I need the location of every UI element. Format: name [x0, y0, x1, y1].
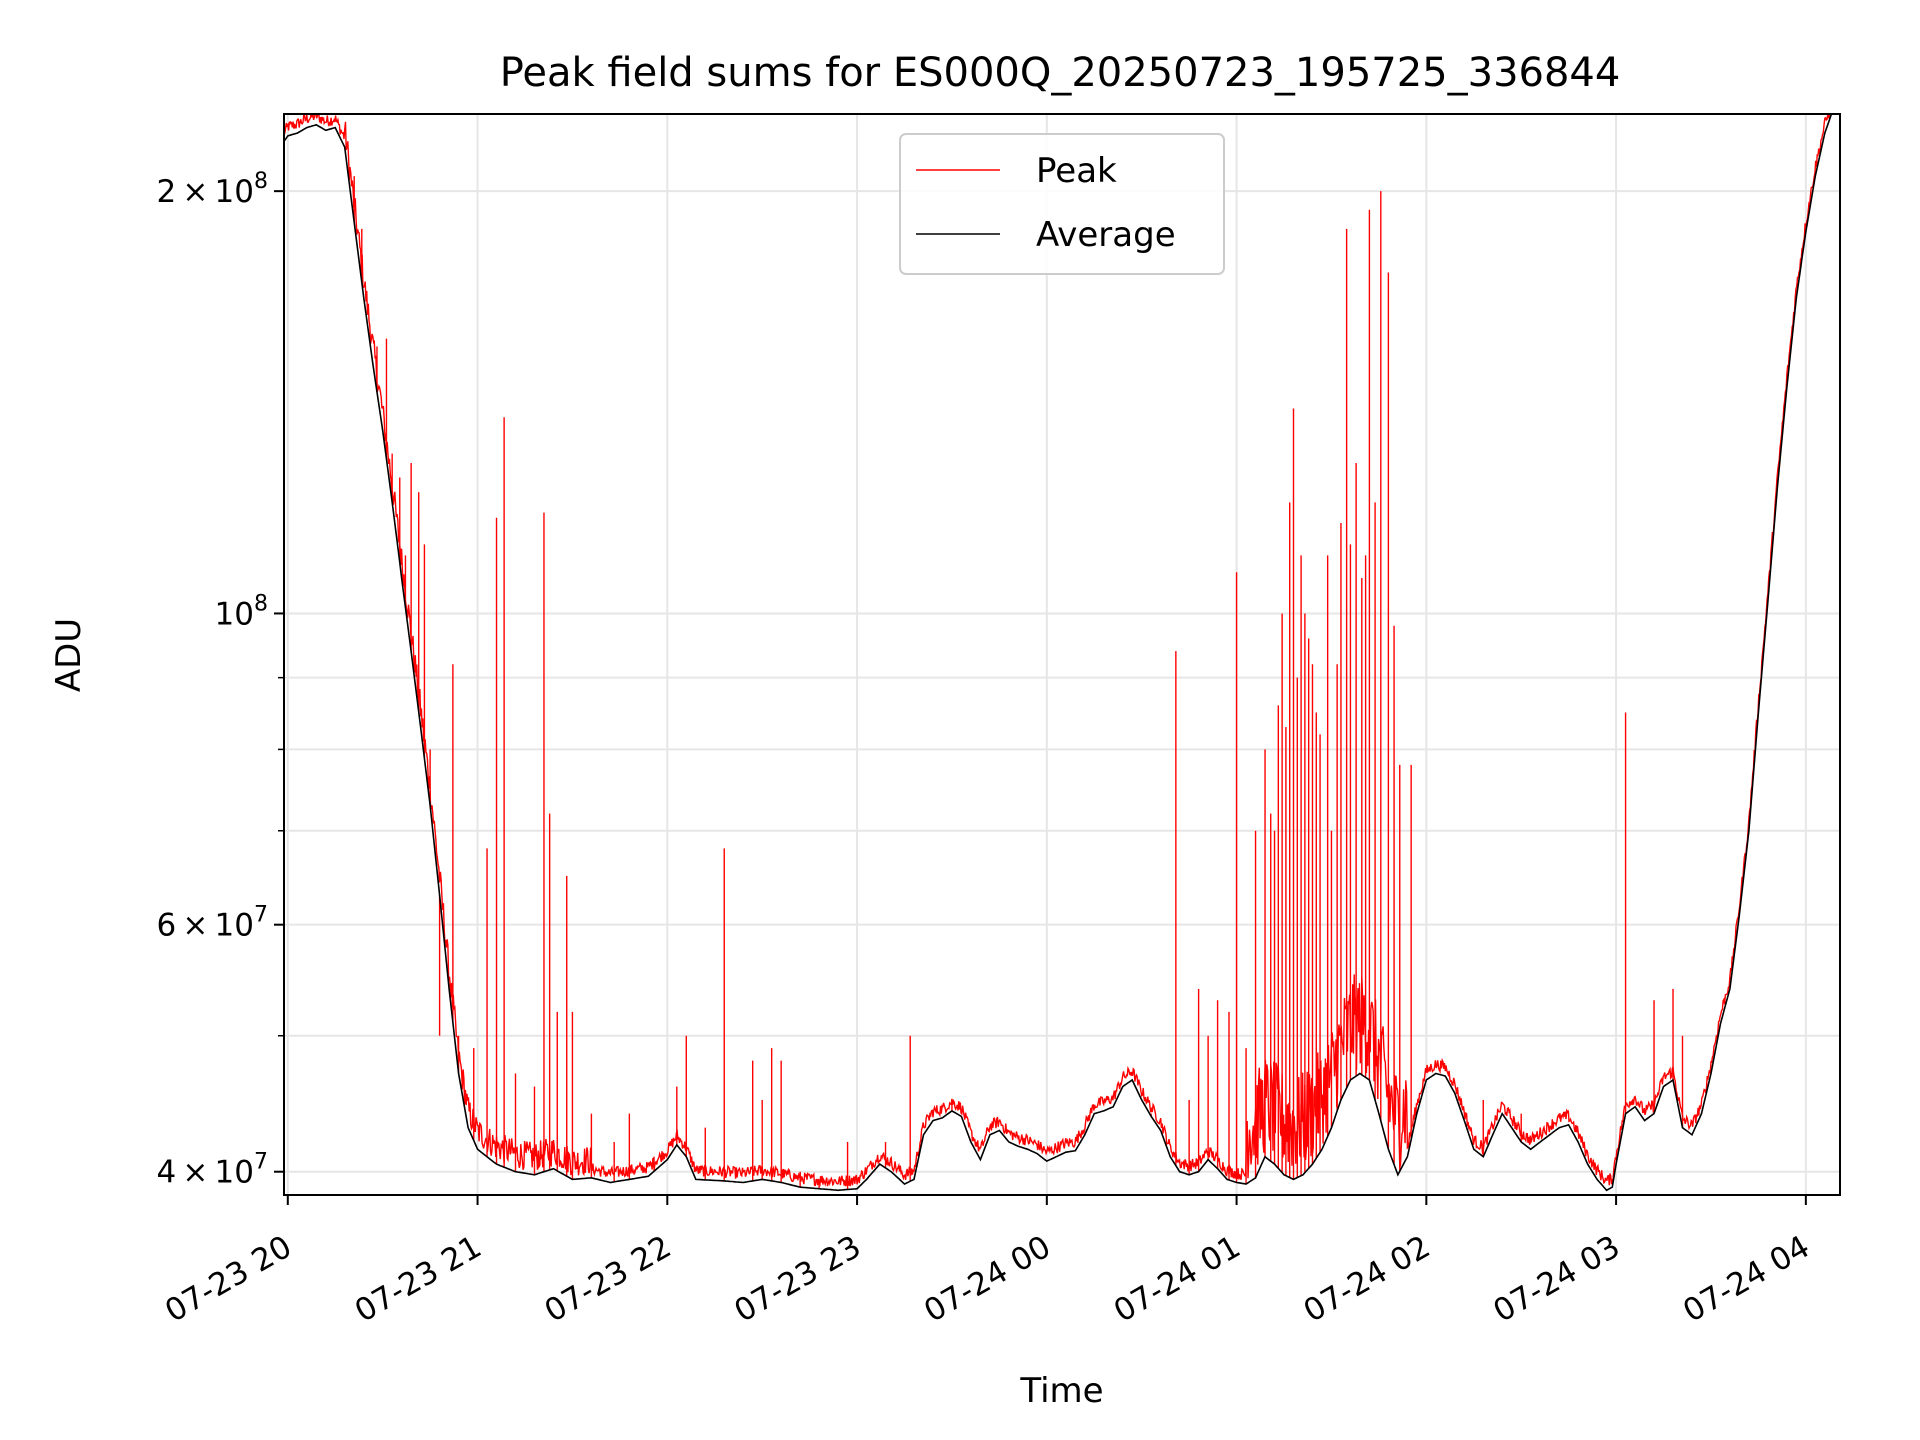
- y-tick-label: 4 × 107: [156, 1150, 268, 1191]
- y-tick-label: 6 × 107: [156, 903, 268, 944]
- grid: [284, 114, 1840, 1195]
- chart-title: Peak field sums for ES000Q_20250723_1957…: [500, 50, 1621, 96]
- y-axis-label: ADU: [49, 618, 89, 692]
- x-axis-label: Time: [1019, 1371, 1103, 1411]
- legend: Peak Average: [899, 133, 1225, 275]
- plot-frame: [283, 113, 1841, 1196]
- legend-label-peak: Peak: [1036, 151, 1117, 191]
- series-average: [284, 114, 1833, 1192]
- y-axis: 4 × 107 6 × 107 108 2 × 108: [156, 169, 284, 1191]
- series-peak: [284, 114, 1831, 1190]
- average-line: [284, 114, 1833, 1192]
- y-tick-label: 108: [215, 591, 268, 632]
- legend-box: [899, 133, 1225, 275]
- legend-label-average: Average: [1036, 215, 1176, 255]
- y-tick-label: 2 × 108: [156, 169, 268, 210]
- peak-line: [284, 114, 1831, 1187]
